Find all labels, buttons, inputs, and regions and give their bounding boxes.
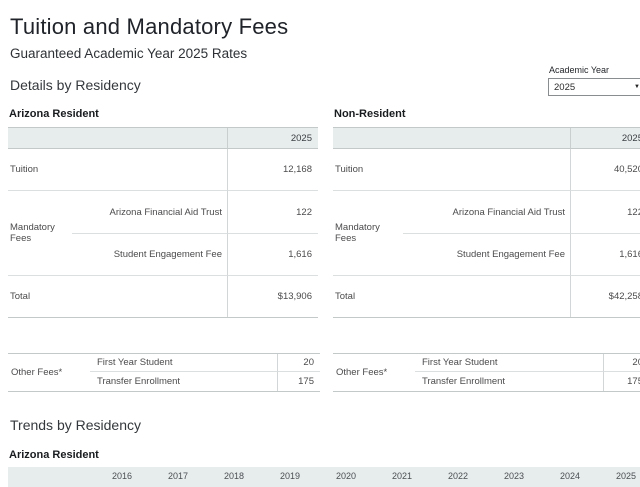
fee-row-value: 1,616 — [227, 233, 318, 275]
other-fee-value: 175 — [277, 372, 320, 391]
trends-year-header: 2025 — [615, 471, 636, 481]
academic-year-value: 2025 — [554, 81, 576, 93]
mandatory-fees-row-label: Mandatory Fees — [10, 222, 55, 244]
academic-year-select[interactable]: 2025 ▼ — [548, 78, 640, 96]
dropdown-caret-icon[interactable]: ▼ — [634, 84, 640, 90]
other-fee-label: Transfer Enrollment — [422, 376, 506, 387]
fee-row-label: Student Engagement Fee — [72, 233, 227, 275]
fee-row-label: Student Engagement Fee — [403, 233, 570, 275]
other-fee-label: Transfer Enrollment — [97, 376, 181, 387]
page-title: Tuition and Mandatory Fees — [10, 14, 289, 39]
trends-year-header: 2023 — [503, 471, 524, 481]
fee-table-nonresident: 2025 Tuition 40,520 Mandatory Fees Arizo… — [333, 127, 640, 318]
other-fee-label: First Year Student — [415, 354, 603, 372]
trends-year-header: 2022 — [447, 471, 468, 481]
other-fee-value: 20 — [277, 354, 320, 372]
table-header-spacer — [333, 128, 570, 149]
fee-row-value: 122 — [570, 191, 640, 233]
trends-year-header: 2020 — [335, 471, 356, 481]
page-subtitle: Guaranteed Academic Year 2025 Rates — [10, 46, 248, 61]
year-column-header: 2025 — [570, 128, 640, 149]
other-fees-table-nonresident: Other Fees* First Year Student 20 Transf… — [333, 353, 640, 392]
academic-year-filter-label: Academic Year — [549, 65, 610, 75]
fee-row-label: Arizona Financial Aid Trust — [109, 206, 222, 218]
table-header-spacer — [8, 128, 227, 149]
tuition-row-label: Tuition — [333, 149, 570, 191]
tuition-row-label: Tuition — [8, 149, 227, 191]
other-fees-row-label: Other Fees* — [336, 367, 388, 378]
trends-year-header: 2018 — [223, 471, 244, 481]
tuition-value: 40,520 — [570, 149, 640, 191]
other-fee-value: 20 — [603, 354, 640, 372]
other-fee-value: 175 — [603, 372, 640, 391]
trends-year-header: 2016 — [111, 471, 132, 481]
trends-year-header: 2019 — [279, 471, 300, 481]
residency-heading-nonresident: Non-Resident — [334, 108, 406, 120]
total-row-label: Total — [8, 275, 227, 317]
mandatory-fees-row-label: Mandatory Fees — [335, 222, 380, 244]
other-fees-row-label: Other Fees* — [11, 367, 63, 378]
total-value: $42,258 — [570, 275, 640, 317]
residency-heading-arizona: Arizona Resident — [9, 108, 99, 120]
total-value: $13,906 — [227, 275, 318, 317]
details-section-heading: Details by Residency — [10, 77, 141, 93]
fee-table-arizona: 2025 Tuition 12,168 Mandatory Fees Arizo… — [8, 127, 318, 318]
trends-year-header: 2024 — [559, 471, 580, 481]
year-column-header: 2025 — [227, 128, 318, 149]
trends-year-header: 2021 — [391, 471, 412, 481]
total-row-label: Total — [333, 275, 570, 317]
trends-year-header-row: 2016 2017 2018 2019 2020 2021 2022 2023 … — [8, 467, 640, 487]
fee-row-label: Arizona Financial Aid Trust — [452, 206, 565, 218]
trends-residency-heading: Arizona Resident — [9, 449, 99, 461]
other-fees-table-arizona: Other Fees* First Year Student 20 Transf… — [8, 353, 320, 392]
tuition-value: 12,168 — [227, 149, 318, 191]
trends-section-heading: Trends by Residency — [10, 417, 141, 433]
trends-year-header: 2017 — [167, 471, 188, 481]
fee-row-value: 122 — [227, 191, 318, 233]
trends-row-label-spacer — [8, 467, 80, 487]
fee-row-value: 1,616 — [570, 233, 640, 275]
other-fee-label: First Year Student — [90, 354, 277, 372]
